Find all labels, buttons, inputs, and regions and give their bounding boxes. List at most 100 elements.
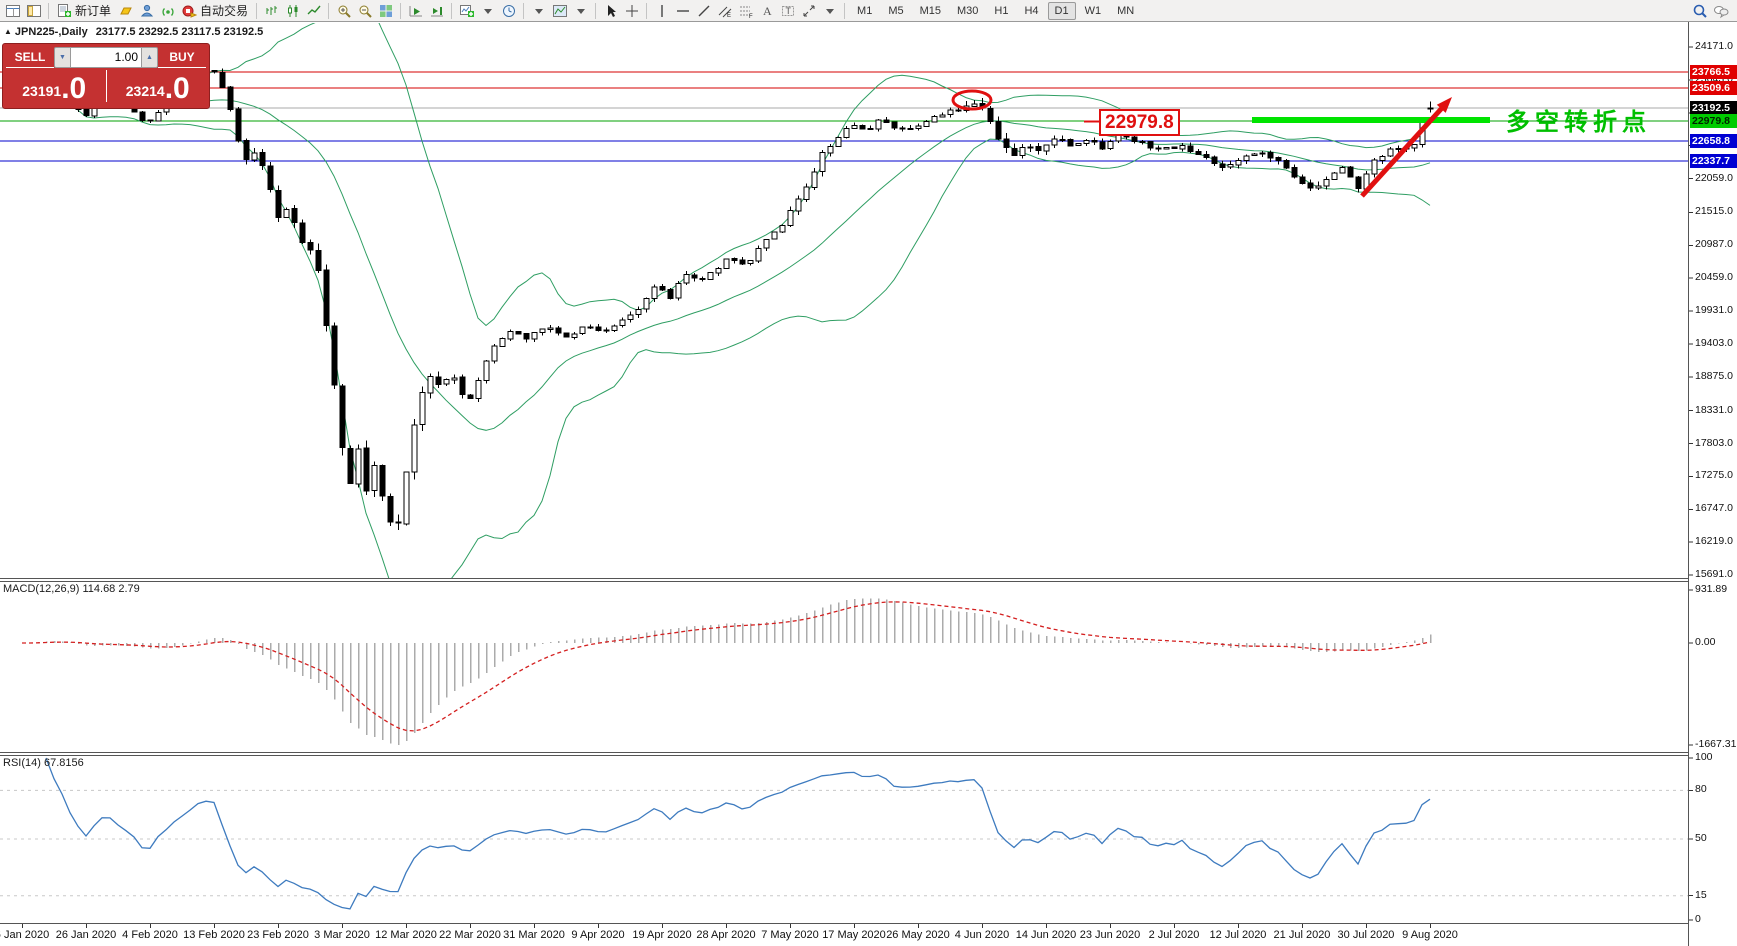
new-order-icon[interactable] — [53, 1, 74, 21]
autotrade-icon[interactable] — [178, 1, 199, 21]
trendline-icon[interactable] — [693, 1, 714, 21]
signal-icon[interactable] — [157, 1, 178, 21]
new-order-label[interactable]: 新订单 — [75, 4, 112, 18]
candle — [1395, 147, 1402, 150]
timeframe-button-h1[interactable]: H1 — [994, 4, 1009, 17]
crosshair-icon[interactable] — [621, 1, 642, 21]
price-annotation-box[interactable]: 22979.8 — [1099, 109, 1180, 136]
candle — [147, 119, 154, 122]
timeframe-button-h4[interactable]: H4 — [1024, 4, 1039, 17]
label-icon[interactable]: T — [777, 1, 798, 21]
candle — [291, 208, 298, 223]
cursor-icon[interactable] — [600, 1, 621, 21]
volume-up-button[interactable]: ▲ — [141, 46, 158, 68]
one-click-trading-panel: SELL ▼ ▲ BUY 23191.0 23214.0 — [2, 43, 210, 109]
candle — [547, 327, 554, 331]
arrows-icon[interactable] — [798, 1, 819, 21]
candle — [891, 121, 898, 129]
candle — [883, 119, 890, 124]
line-chart-icon[interactable] — [303, 1, 324, 21]
bar-chart-icon[interactable] — [261, 1, 282, 21]
vline-icon[interactable] — [651, 1, 672, 21]
timeframe-button-m15[interactable]: M15 — [919, 4, 941, 17]
date-tick-label: 23 Jun 2020 — [1079, 929, 1141, 941]
channel-icon[interactable]: E — [714, 1, 735, 21]
charts-grid-icon[interactable] — [2, 1, 23, 21]
candle — [1019, 147, 1026, 157]
candle — [1315, 185, 1322, 189]
date-tick-label: 31 Mar 2020 — [503, 929, 565, 941]
candle — [467, 394, 474, 399]
timeframe-button-d1[interactable]: D1 — [1047, 1, 1076, 20]
navigator-window-icon[interactable] — [23, 1, 44, 21]
search-icon[interactable] — [1689, 1, 1710, 21]
autoscroll-icon[interactable] — [405, 1, 426, 21]
candle — [523, 333, 530, 340]
volume-input[interactable] — [71, 48, 141, 65]
timeframe-button-m5[interactable]: M5 — [888, 4, 904, 17]
timeframe-button-m1[interactable]: M1 — [857, 4, 873, 17]
fibo-icon[interactable]: F — [735, 1, 756, 21]
price-level-badge: 22979.8 — [1690, 114, 1737, 129]
symbol-period-label: JPN225-,Daily — [14, 26, 88, 38]
accounts-icon[interactable] — [136, 1, 157, 21]
autotrade-label[interactable]: 自动交易 — [200, 4, 249, 18]
candle — [355, 448, 362, 485]
indicators-icon[interactable] — [456, 1, 477, 21]
candle — [1003, 138, 1010, 149]
zoom-out-icon[interactable] — [354, 1, 375, 21]
clock-icon[interactable] — [498, 1, 519, 21]
timeframe-button-m30[interactable]: M30 — [957, 4, 979, 17]
tile-windows-icon[interactable] — [375, 1, 396, 21]
dropdown-icon[interactable] — [477, 1, 498, 21]
candle — [1243, 155, 1250, 161]
collapse-icon[interactable]: ▲ — [4, 27, 12, 36]
text-icon[interactable]: A — [756, 1, 777, 21]
candle — [587, 326, 594, 329]
toolbar-right-group — [1689, 1, 1731, 21]
candle — [451, 377, 458, 381]
candle — [491, 345, 498, 362]
candle — [1331, 172, 1338, 180]
candle — [1035, 146, 1042, 151]
timeframe-button-mn[interactable]: MN — [1117, 4, 1135, 17]
candle — [1067, 139, 1074, 147]
profiles-icon[interactable] — [549, 1, 570, 21]
gold-icon[interactable] — [115, 1, 136, 21]
dropdown-icon[interactable] — [570, 1, 591, 21]
timeframe-button-w1[interactable]: W1 — [1084, 4, 1102, 17]
ohlc-values: 23177.5 23292.5 23117.5 23192.5 — [95, 26, 264, 38]
sell-price[interactable]: 23191.0 — [22, 72, 87, 105]
candle — [1339, 166, 1346, 174]
zoom-in-icon[interactable] — [333, 1, 354, 21]
date-tick-label: 9 Aug 2020 — [1402, 929, 1458, 941]
candle — [339, 385, 346, 449]
price-tick-label: 19403.0 — [1695, 336, 1733, 349]
rsi-tick-label: 100 — [1695, 751, 1713, 763]
volume-dropdown-button[interactable]: ▼ — [54, 46, 71, 68]
toolbar-separator — [328, 2, 330, 19]
buy-button[interactable]: BUY — [158, 47, 206, 68]
sell-button[interactable]: SELL — [6, 47, 54, 68]
candle — [395, 521, 402, 524]
chart-shift-icon[interactable] — [426, 1, 447, 21]
rsi-tick-label: 0 — [1695, 913, 1701, 925]
candle — [1275, 156, 1282, 162]
hline-icon[interactable] — [672, 1, 693, 21]
bollinger-lower-band — [21, 94, 1431, 578]
chat-icon[interactable] — [1710, 1, 1731, 21]
rsi-line — [45, 757, 1431, 910]
date-tick-label: 19 Apr 2020 — [632, 929, 692, 941]
buy-price[interactable]: 23214.0 — [125, 72, 190, 105]
toolbar-separator — [646, 2, 648, 19]
candle — [1195, 150, 1202, 156]
turning-point-annotation: 多空转折点 — [1506, 109, 1651, 136]
dropdown-icon[interactable] — [528, 1, 549, 21]
candle — [659, 285, 666, 291]
candle-chart-icon[interactable] — [282, 1, 303, 21]
candle — [1099, 141, 1106, 150]
dropdown-icon[interactable] — [819, 1, 840, 21]
candle — [403, 471, 410, 525]
date-tick-label: 26 Jan 2020 — [55, 929, 117, 941]
